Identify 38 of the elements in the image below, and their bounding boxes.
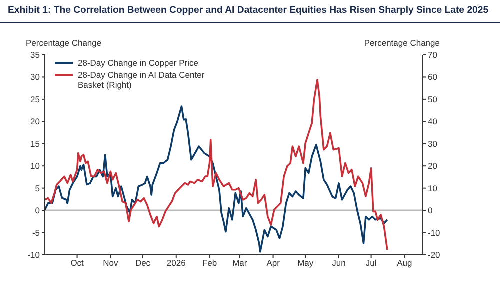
y2-tick-label: -10	[428, 228, 441, 238]
y2-tick-label: 20	[428, 161, 438, 172]
x-tick-label: Jul	[366, 258, 377, 268]
y2-axis-title: Percentage Change	[364, 38, 440, 48]
x-tick-label: Jun	[332, 258, 346, 268]
y-tick-label: 20	[30, 116, 40, 127]
y-tick-label: 10	[30, 161, 40, 172]
x-tick-label: Mar	[232, 258, 248, 268]
y2-tick-label: 30	[428, 138, 438, 149]
legend-label: 28-Day Change in Copper Price	[78, 58, 198, 68]
x-tick-label: May	[298, 258, 314, 268]
y2-tick-label: 70	[428, 50, 438, 60]
y-tick-label: 30	[30, 72, 40, 82]
x-tick-label: Oct	[70, 258, 85, 268]
y-tick-label: 25	[30, 94, 40, 104]
x-tick-label: Aug	[397, 258, 413, 268]
x-tick-label: Nov	[103, 258, 119, 268]
y-tick-label: -10	[28, 250, 40, 260]
y2-tick-label: 40	[428, 116, 438, 127]
x-tick-label: Apr	[266, 258, 280, 268]
y2-tick-label: 10	[428, 183, 438, 194]
y-axis-title: Percentage Change	[26, 38, 102, 48]
y-tick-label: 15	[30, 138, 40, 149]
line-series	[45, 78, 388, 252]
y-tick-label: 35	[30, 50, 40, 60]
x-tick-label: Dec	[135, 258, 152, 268]
line-series	[45, 106, 388, 253]
y2-tick-label: 50	[428, 94, 438, 104]
x-tick-label: Feb	[202, 258, 218, 268]
y2-tick-label: -20	[428, 250, 441, 260]
y2-tick-label: 0	[428, 206, 433, 216]
legend-label: 28-Day Change in AI Data Center Basket (Right)	[78, 70, 205, 90]
x-tick-label: 2026	[166, 258, 186, 268]
y-tick-label: -5	[32, 228, 40, 238]
y-tick-label: 5	[35, 183, 40, 194]
chart-title: Exhibit 1: The Correlation Between Copper and AI Datacenter Equities Has Risen Sharply Since Late 2025	[8, 5, 489, 16]
y-tick-label: 0	[35, 206, 40, 216]
y2-tick-label: 60	[428, 72, 438, 82]
